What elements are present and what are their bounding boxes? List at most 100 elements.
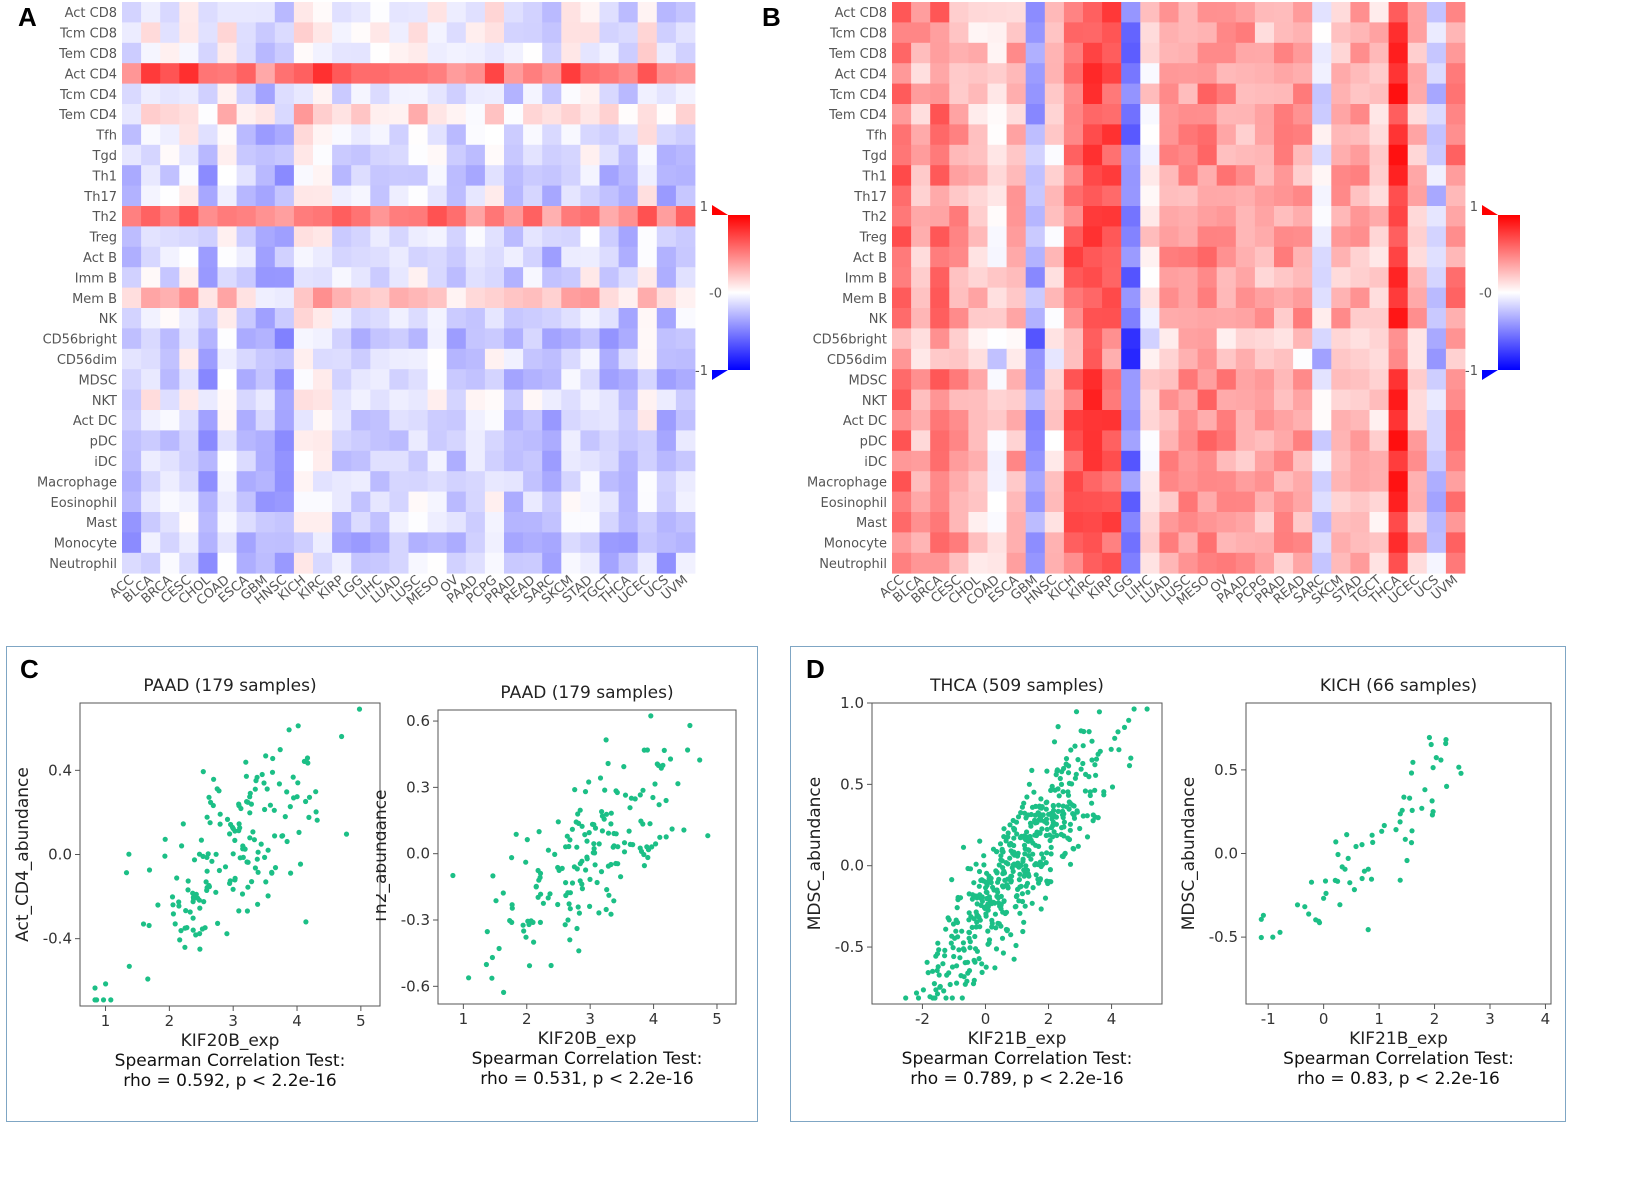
data-point [627, 805, 633, 811]
heatmap-cell [1407, 450, 1428, 472]
heatmap-cell [408, 246, 428, 268]
heatmap-cell [1083, 165, 1103, 186]
heatmap-cell [1025, 532, 1046, 554]
data-point [222, 864, 229, 870]
data-point [1071, 815, 1078, 821]
heatmap-cell [1312, 491, 1332, 513]
heatmap-cell [1121, 552, 1141, 574]
heatmap-cell [656, 246, 677, 268]
heatmap-cell [1216, 144, 1237, 166]
heatmap-cell [1388, 22, 1409, 44]
heatmap-cell [1369, 389, 1389, 411]
heatmap-cell [504, 491, 524, 513]
heatmap-cell [1274, 206, 1294, 227]
heatmap-cell [313, 491, 333, 513]
data-point [596, 841, 602, 847]
heatmap-cell [1331, 83, 1351, 105]
heatmap-cell [911, 389, 931, 411]
heatmap-cell [504, 369, 524, 390]
heatmap-cell [389, 450, 409, 472]
heatmap-cell [217, 63, 237, 84]
heatmap-cell [160, 389, 180, 411]
heatmap-cell [911, 369, 931, 390]
heatmap-cell [1235, 83, 1256, 105]
heatmap-cell [122, 165, 142, 186]
heatmap-cell [179, 308, 199, 329]
heatmap-cell [1445, 124, 1466, 146]
heatmap-cell [1006, 512, 1027, 533]
heatmap-cell [1369, 328, 1389, 350]
heatmap-cell [1388, 83, 1409, 105]
heatmap-cell [523, 2, 543, 23]
heatmap-cell [930, 410, 950, 431]
data-point [555, 901, 561, 908]
heatmap-cell [179, 144, 199, 166]
data-point [1095, 815, 1101, 821]
heatmap-cell [293, 389, 314, 411]
data-point [287, 804, 293, 810]
heatmap-cell [1006, 2, 1027, 23]
data-point [1038, 814, 1044, 820]
heatmap-cell [1369, 22, 1389, 44]
data-point [563, 880, 569, 886]
heatmap-cell [1350, 63, 1370, 84]
data-point [1061, 819, 1067, 825]
heatmap-cell [446, 328, 467, 350]
data-point [500, 890, 506, 896]
heatmap-cell [618, 430, 639, 452]
heatmap-cell [236, 83, 257, 105]
row-label: Mem B [72, 292, 117, 307]
heatmap-cell [542, 22, 562, 44]
row-label: Act CD8 [65, 6, 117, 21]
heatmap-cell [1121, 328, 1141, 350]
heatmap-cell [656, 185, 677, 207]
data-point [995, 889, 1001, 895]
heatmap-cell [1063, 389, 1084, 411]
data-point [977, 892, 983, 898]
row-label: Mem B [842, 292, 887, 307]
heatmap-cell [675, 104, 696, 125]
heatmap-cell [949, 83, 969, 105]
data-point [993, 946, 1000, 952]
heatmap-cell [1140, 410, 1160, 431]
heatmap-cell [332, 185, 352, 207]
heatmap-cell [465, 104, 486, 125]
heatmap-cell [122, 246, 142, 268]
heatmap-cell [236, 63, 257, 84]
heatmap-cell [1350, 348, 1370, 370]
heatmap-cell [1426, 267, 1447, 288]
heatmap-cell [599, 185, 619, 207]
heatmap-cell [1369, 410, 1389, 431]
heatmap-cell [465, 532, 486, 554]
heatmap-cell [1407, 124, 1428, 146]
x-tick-label: -1 [1261, 1010, 1276, 1028]
heatmap-cell [255, 22, 276, 44]
heatmap-cell [656, 63, 677, 84]
heatmap-cell [1025, 552, 1046, 574]
heatmap-cell [1426, 491, 1447, 513]
heatmap-cell [1140, 83, 1160, 105]
heatmap-cell [427, 308, 448, 329]
y-tick-label: 0.6 [406, 712, 430, 730]
heatmap-cell [160, 308, 180, 329]
data-point [178, 928, 184, 934]
data-point [965, 970, 971, 976]
heatmap-cell [675, 491, 696, 513]
scatter-c1: PAAD (179 samples)1 2 3 4 5-0.40.00.4KIF20B_… [14, 676, 381, 1091]
heatmap-cell [351, 246, 371, 268]
heatmap-cell [1216, 165, 1237, 186]
heatmap-cell [274, 185, 295, 207]
heatmap-cell [1102, 63, 1122, 84]
data-point [985, 928, 991, 934]
heatmap-cell [1350, 389, 1370, 411]
heatmap-cell [1426, 369, 1447, 390]
data-point [1101, 792, 1107, 798]
heatmap-cell [160, 206, 180, 227]
heatmap-cell [1121, 512, 1141, 533]
y-tick-label: -0.5 [835, 938, 864, 956]
data-point [197, 946, 203, 952]
heatmap-cell [1369, 430, 1389, 452]
heatmap-cell [313, 450, 333, 472]
data-point [586, 830, 592, 836]
data-point [255, 849, 261, 855]
